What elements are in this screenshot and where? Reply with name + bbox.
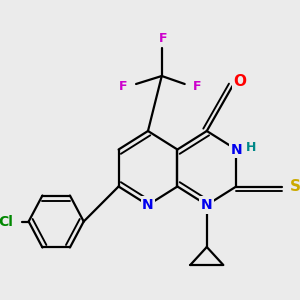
Text: S: S xyxy=(290,179,300,194)
Text: O: O xyxy=(233,74,246,89)
Text: F: F xyxy=(193,80,202,92)
Text: H: H xyxy=(246,141,256,154)
Text: N: N xyxy=(142,198,154,212)
Text: F: F xyxy=(119,80,128,92)
Text: Cl: Cl xyxy=(0,214,13,229)
Text: N: N xyxy=(201,198,213,212)
Text: N: N xyxy=(230,142,242,157)
Text: F: F xyxy=(159,32,168,44)
